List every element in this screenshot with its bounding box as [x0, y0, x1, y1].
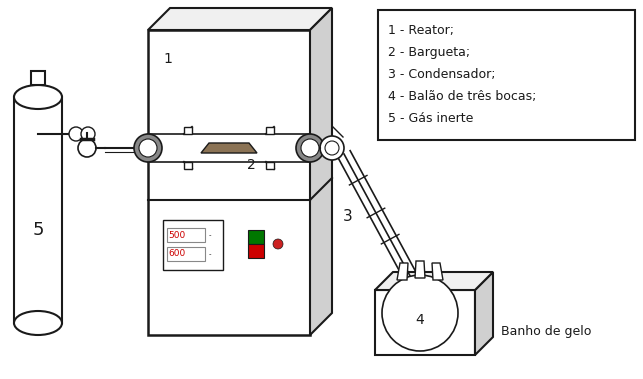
Circle shape [320, 136, 344, 160]
Text: 1: 1 [163, 52, 172, 66]
Polygon shape [148, 8, 332, 30]
Circle shape [81, 127, 95, 141]
Circle shape [273, 239, 283, 249]
Circle shape [134, 134, 162, 162]
Text: 4 - Balão de três bocas;: 4 - Balão de três bocas; [388, 90, 536, 103]
Circle shape [139, 139, 157, 157]
Bar [167, 228, 205, 242]
Text: 600: 600 [168, 249, 186, 258]
Bar [375, 290, 475, 355]
Circle shape [301, 139, 319, 157]
Text: 3: 3 [343, 209, 352, 224]
Polygon shape [415, 261, 425, 278]
Bar [248, 244, 264, 258]
Text: 4: 4 [415, 313, 424, 327]
Bar [184, 127, 192, 134]
Ellipse shape [14, 85, 62, 109]
Circle shape [296, 134, 324, 162]
Polygon shape [432, 263, 443, 280]
Polygon shape [201, 143, 257, 153]
Bar [148, 30, 310, 335]
Text: -: - [209, 251, 212, 257]
Bar [31, 71, 45, 85]
Bar [248, 230, 264, 244]
Text: 3 - Condensador;: 3 - Condensador; [388, 68, 496, 81]
Text: 5: 5 [32, 221, 44, 239]
Circle shape [69, 127, 83, 141]
Circle shape [78, 139, 96, 157]
Ellipse shape [14, 311, 62, 335]
Text: 2: 2 [247, 158, 256, 172]
Text: Banho de gelo: Banho de gelo [501, 326, 592, 338]
Bar [266, 127, 274, 134]
Polygon shape [375, 272, 493, 290]
Text: -: - [209, 232, 212, 238]
Text: 2 - Bargueta;: 2 - Bargueta; [388, 46, 470, 59]
Text: 1 - Reator;: 1 - Reator; [388, 24, 454, 37]
Bar [378, 10, 635, 140]
Polygon shape [475, 272, 493, 355]
Bar [266, 162, 274, 169]
Text: 5 - Gás inerte: 5 - Gás inerte [388, 112, 473, 125]
Circle shape [325, 141, 339, 155]
Bar [184, 162, 192, 169]
Bar [163, 220, 223, 270]
Text: 500: 500 [168, 230, 186, 240]
Polygon shape [397, 263, 408, 280]
Polygon shape [310, 8, 332, 335]
Bar [167, 247, 205, 261]
Circle shape [382, 275, 458, 351]
Bar [14, 97, 62, 323]
